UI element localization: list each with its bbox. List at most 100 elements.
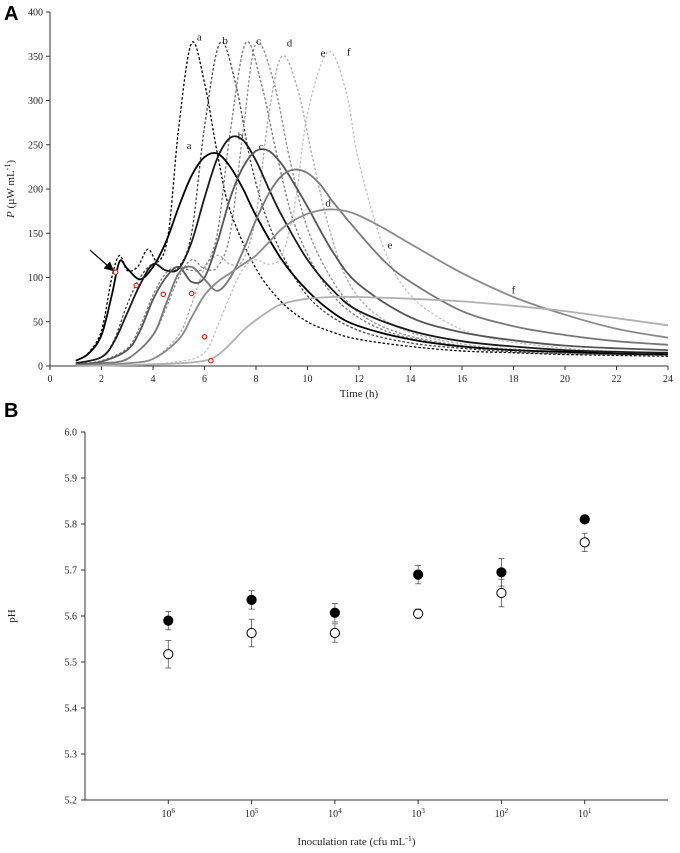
series-solid-b: [75, 135, 669, 365]
x-tick-label: 6: [202, 374, 207, 385]
y-title-close: ): [5, 160, 17, 164]
y-tick-label: 5.8: [65, 520, 78, 531]
x-tick-label: 8: [254, 374, 259, 385]
point-filled: [246, 594, 257, 606]
x-tick-base: 10: [328, 809, 338, 820]
panel-a-x-ticks: 0 2 4 6 8 10 12 14 16 18 20 22 24: [48, 366, 673, 385]
y-tick-label: 250: [28, 140, 43, 151]
point-open: [163, 649, 174, 660]
y-tick-label: 5.6: [65, 612, 78, 623]
panel-b-chart: 5.25.35.45.55.65.75.85.96.0 106 105 104 103…: [6, 428, 668, 848]
series-solid-a: [75, 152, 669, 362]
y-tick-label: 400: [28, 8, 43, 19]
x-tick-label: 18: [509, 374, 519, 385]
curve-label-a: a: [197, 31, 202, 43]
panel-a-chart: 0 2 4 6 8 10 12 14 16 18 20 22 24 050100150200250300…: [3, 8, 673, 401]
series-solid-d: [75, 168, 669, 366]
x-tick-exponent: 4: [338, 807, 342, 815]
point-filled: [329, 607, 340, 618]
x-tick-label: 103: [411, 807, 425, 820]
x-title-close: ): [412, 836, 416, 848]
panel-b-label: B: [4, 400, 18, 422]
curve-label-c: c: [259, 141, 264, 153]
curve-label-d: d: [325, 198, 331, 210]
x-tick-label: 10: [303, 374, 313, 385]
panel-a-series: [75, 40, 669, 367]
y-tick-label: 5.4: [65, 704, 78, 715]
series-solid-f: [75, 295, 669, 367]
curve-label-e: e: [321, 47, 326, 59]
y-tick-label: 100: [28, 273, 43, 284]
y-tick-label: 5.5: [65, 658, 78, 669]
x-tick-label: 101: [578, 807, 592, 820]
y-tick-label: 150: [28, 229, 43, 240]
panel-a-markers: [112, 269, 214, 364]
x-tick-label: 12: [354, 374, 364, 385]
y-tick-label: 200: [28, 185, 43, 196]
x-tick-base: 10: [411, 809, 421, 820]
x-tick-base: 10: [495, 809, 505, 820]
x-tick-label: 106: [162, 807, 176, 820]
x-tick-exponent: 1: [588, 807, 592, 815]
point-open: [329, 627, 340, 639]
y-title-sup: -1: [3, 164, 12, 171]
panel-a-label: A: [4, 3, 18, 25]
x-tick-label: 22: [612, 374, 622, 385]
x-tick-base: 10: [578, 809, 588, 820]
panel-a-curve-labels: a b c d e f a b c d e f: [187, 31, 516, 296]
inflection-marker: [112, 269, 119, 275]
panel-b-y-axis-title: pH: [6, 609, 18, 623]
curve-label-e: e: [387, 239, 392, 251]
point-filled: [496, 567, 507, 578]
series-solid-c: [75, 148, 669, 366]
curve-label-b: b: [222, 35, 228, 47]
series-solid-e: [75, 208, 669, 367]
x-title-text: Inoculation rate (cfu mL: [297, 836, 405, 848]
series-dotted-f: [75, 51, 669, 367]
inflection-marker: [208, 357, 214, 364]
point-open: [496, 587, 507, 599]
y-tick-label: 300: [28, 96, 43, 107]
y-tick-label: 0: [38, 362, 43, 373]
point-filled: [413, 569, 424, 580]
inflection-marker: [133, 282, 140, 289]
y-title-unit: (µW mL: [5, 170, 17, 211]
series-dotted-a: [75, 41, 669, 362]
curve-label-d: d: [287, 38, 293, 50]
x-tick-base: 10: [245, 809, 255, 820]
panel-a-y-ticks: 0 50 100 150 200 250 300 350 400: [28, 8, 50, 373]
x-tick-base: 10: [162, 809, 172, 820]
x-tick-label: 24: [663, 374, 673, 385]
y-tick-label: 5.9: [65, 474, 78, 485]
inflection-marker: [160, 291, 167, 298]
panel-b-points: [163, 514, 590, 669]
panel-b-y-ticks: 5.2 5.3 5.4 5.5 5.6 5.7 5.8 5.9 6.0: [65, 428, 85, 807]
y-title-symbol: P: [5, 211, 17, 219]
x-tick-exponent: 6: [172, 807, 176, 815]
y-tick-label: 6.0: [65, 428, 78, 439]
curve-label-a: a: [187, 140, 192, 152]
curve-label-f: f: [347, 46, 351, 58]
y-tick-label: 5.3: [65, 750, 78, 761]
x-tick-exponent: 3: [421, 807, 425, 815]
point-filled: [579, 514, 590, 525]
x-tick-label: 4: [151, 374, 156, 385]
x-tick-label: 14: [406, 374, 416, 385]
x-tick-label: 102: [495, 807, 509, 820]
series-dotted-e: [75, 54, 669, 367]
panel-b-x-axis-title: Inoculation rate (cfu mL-1): [297, 834, 416, 848]
x-tick-label: 0: [48, 374, 53, 385]
x-tick-label: 104: [328, 807, 342, 820]
x-tick-label: 105: [245, 807, 259, 820]
point-open: [246, 627, 257, 639]
y-tick-label: 50: [33, 317, 43, 328]
curve-label-c: c: [256, 36, 261, 48]
x-title-sup: -1: [405, 834, 412, 843]
x-tick-label: 20: [560, 374, 570, 385]
point-open: [413, 608, 424, 619]
point-open: [579, 537, 590, 548]
x-tick-label: 16: [457, 374, 467, 385]
panel-a-arrow: [89, 249, 114, 272]
panel-b-x-ticks: 106 105 104 103 102 101: [162, 800, 592, 820]
